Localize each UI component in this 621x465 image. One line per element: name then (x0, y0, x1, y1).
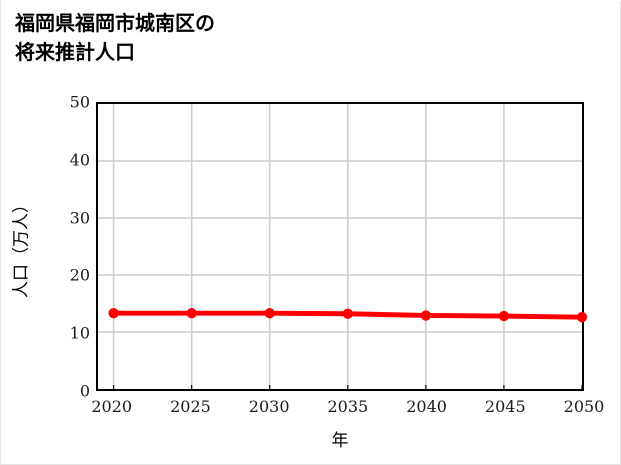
y-axis-label-container: 人口（万人） (1, 102, 37, 391)
chart-title: 福岡県福岡市城南区の 将来推計人口 (15, 11, 215, 64)
y-axis-tick-label: 10 (69, 323, 90, 343)
x-axis-label: 年 (331, 431, 349, 451)
x-axis-tick-label: 2040 (406, 397, 447, 416)
data-point-marker (420, 310, 432, 321)
x-axis-tick-label: 2025 (170, 397, 211, 416)
y-axis-tick-label: 30 (69, 208, 90, 228)
y-axis-tick-label: 50 (69, 92, 90, 112)
population-line-series (108, 308, 588, 323)
y-axis-tick-label: 20 (69, 265, 90, 285)
data-point-marker (342, 308, 353, 319)
data-point-marker (498, 310, 510, 322)
x-axis-tick-label: 2030 (248, 397, 290, 416)
y-axis-tick-label: 0 (79, 381, 90, 401)
plot-area (96, 102, 588, 391)
gridlines (98, 104, 583, 389)
data-point-marker (186, 308, 197, 319)
x-axis-tick-label: 2050 (563, 397, 605, 416)
x-axis-tick-label: 2035 (327, 397, 369, 416)
x-axis-tick-label: 2020 (91, 397, 133, 416)
data-point-marker (264, 308, 275, 319)
data-point-marker (108, 308, 119, 319)
x-axis-tick-labels: 2020 2025 2030 2035 2040 2045 2050 (91, 397, 604, 421)
x-axis-tick-label: 2045 (484, 397, 526, 416)
y-axis-label: 人口（万人） (11, 195, 32, 298)
y-axis-tick-label: 40 (69, 150, 90, 170)
y-axis-tick-labels: 0 10 20 30 40 50 (40, 93, 90, 401)
data-point-marker (576, 312, 588, 323)
